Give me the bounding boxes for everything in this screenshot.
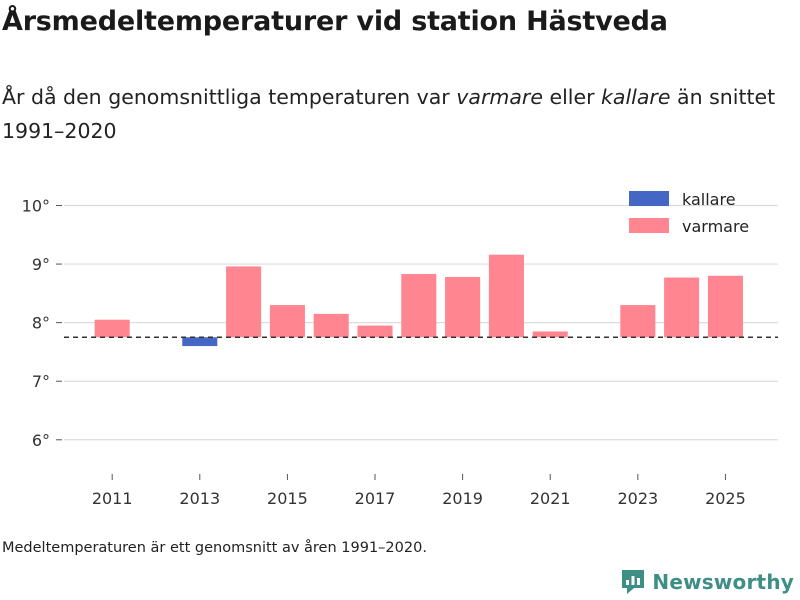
x-tick-label: 2011	[92, 489, 133, 508]
subtitle-part3: än snittet 1991–2020	[2, 85, 776, 143]
x-tick-label: 2015	[267, 489, 308, 508]
subtitle-part2: eller	[542, 85, 602, 109]
bar-2015	[269, 305, 305, 338]
x-tick-label: 2019	[442, 489, 483, 508]
footnote: Medeltemperaturen är ett genomsnitt av å…	[2, 540, 427, 556]
legend-swatch-colder	[629, 191, 669, 206]
bar-2014	[226, 266, 262, 338]
y-tick-label: 6°	[32, 431, 50, 450]
y-tick-label: 10°	[22, 197, 50, 216]
bar-2025	[707, 275, 743, 338]
x-tick-label: 2017	[355, 489, 396, 508]
bars	[94, 254, 743, 347]
y-axis-ticks: 6° 7° 8° 9° 10°	[22, 197, 62, 450]
newsworthy-logo-icon	[622, 570, 645, 594]
legend: kallare varmare	[629, 190, 749, 236]
bar-2018	[401, 274, 437, 338]
x-tick-label: 2021	[530, 489, 571, 508]
y-tick-label: 7°	[32, 372, 50, 391]
chart-title: Årsmedeltemperaturer vid station Hästved…	[2, 6, 668, 37]
bar-2016	[313, 313, 349, 338]
bar-2020	[488, 254, 524, 338]
x-tick-label: 2023	[617, 489, 658, 508]
legend-swatch-warmer	[629, 218, 669, 233]
legend-label-colder: kallare	[682, 190, 736, 209]
bar-chart: 6° 7° 8° 9° 10° 2011 2013 2015 2017 2019 2021 2023…	[22, 190, 778, 508]
bar-2019	[445, 276, 481, 338]
bar-2024	[664, 277, 700, 338]
x-tick-label: 2013	[179, 489, 220, 508]
y-tick-label: 8°	[32, 314, 50, 333]
bar-2011	[94, 319, 130, 338]
bar-2021	[532, 331, 568, 338]
bar-2013	[182, 337, 218, 347]
subtitle-warmer: varmare	[456, 85, 543, 109]
x-tick-label: 2025	[705, 489, 746, 508]
bar-2023	[620, 305, 656, 338]
y-tick-label: 9°	[32, 255, 50, 274]
subtitle-part1: År då den genomsnittliga temperaturen va…	[2, 85, 457, 109]
bar-2017	[357, 325, 393, 338]
subtitle-colder: kallare	[601, 85, 671, 109]
brand-logo: Newsworthy	[620, 568, 794, 596]
legend-label-warmer: varmare	[682, 217, 749, 236]
x-axis-ticks: 2011 2013 2015 2017 2019 2021 2023 2025	[92, 474, 746, 508]
chart-subtitle: År då den genomsnittliga temperaturen va…	[2, 80, 782, 148]
brand-name: Newsworthy	[652, 570, 794, 594]
